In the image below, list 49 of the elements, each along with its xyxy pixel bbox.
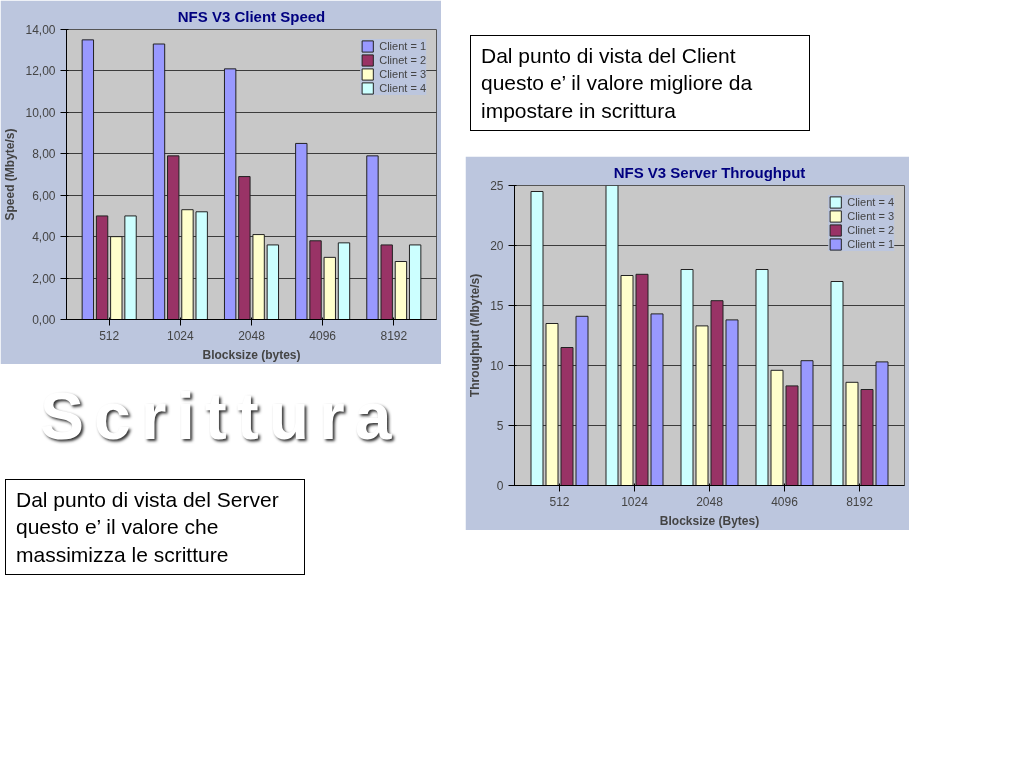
y-axis-title: Speed (Mbyte/s) <box>3 128 18 221</box>
y-tick-label: 25 <box>490 178 504 193</box>
x-tick-label: 8192 <box>380 328 408 343</box>
bar <box>266 244 280 320</box>
legend-label: Clinet = 2 <box>379 53 426 67</box>
x-tick-label: 2048 <box>696 494 724 509</box>
y-tick-label: 2,00 <box>32 271 56 286</box>
x-tick-label: 1024 <box>621 494 649 509</box>
y-tick-label: 8,00 <box>32 147 56 162</box>
y-tick-label: 6,00 <box>32 188 56 203</box>
text: Scrittura <box>40 378 402 455</box>
legend-label: Client = 1 <box>847 236 894 251</box>
legend-label: Client = 1 <box>379 39 426 53</box>
chart-title: NFS V3 Client Speed <box>177 7 326 25</box>
bar <box>95 215 109 320</box>
bar <box>394 261 408 320</box>
bar <box>81 39 95 320</box>
bar <box>152 43 166 320</box>
y-tick-label: 15 <box>490 298 504 313</box>
y-tick-label: 4,00 <box>32 230 56 245</box>
y-tick-label: 5 <box>496 418 504 433</box>
bar <box>337 242 351 320</box>
text: Dal punto di vista del Server questo e’ il valore che massimizza le scritture <box>16 487 280 568</box>
y-tick-label: 12,00 <box>25 64 56 79</box>
x-tick-label: 4096 <box>771 494 799 509</box>
bar <box>223 68 237 320</box>
legend-label: Client = 3 <box>379 67 426 81</box>
x-tick-label: 512 <box>99 328 120 343</box>
bar <box>408 244 422 320</box>
legend-label: Client = 4 <box>847 194 894 209</box>
legend-label: Clinet = 2 <box>847 222 894 237</box>
x-tick-label: 4096 <box>309 328 337 343</box>
x-tick-label: 512 <box>549 494 570 509</box>
x-tick-label: 1024 <box>167 328 195 343</box>
y-tick-label: 20 <box>490 238 504 253</box>
y-tick-label: 0,00 <box>32 313 56 327</box>
x-axis-title: Blocksize (Bytes) <box>659 513 760 528</box>
x-tick-label: 8192 <box>846 494 874 509</box>
x-tick-label: 2048 <box>238 328 266 343</box>
legend-label: Client = 4 <box>379 81 426 95</box>
chart-title: NFS V3 Server Throughput <box>613 163 806 181</box>
y-axis-title: Throughput (Mbyte/s) <box>468 273 483 398</box>
text: Dal punto di vista del Client questo e’ il valore migliore da impostare in scrittura <box>481 43 754 124</box>
y-tick-label: 10,00 <box>25 105 56 120</box>
y-tick-label: 0 <box>496 478 504 493</box>
x-axis-title: Blocksize (bytes) <box>202 347 301 362</box>
y-tick-label: 10 <box>490 358 504 373</box>
y-tick-label: 14,00 <box>25 23 56 37</box>
legend-label: Client = 3 <box>847 208 894 223</box>
